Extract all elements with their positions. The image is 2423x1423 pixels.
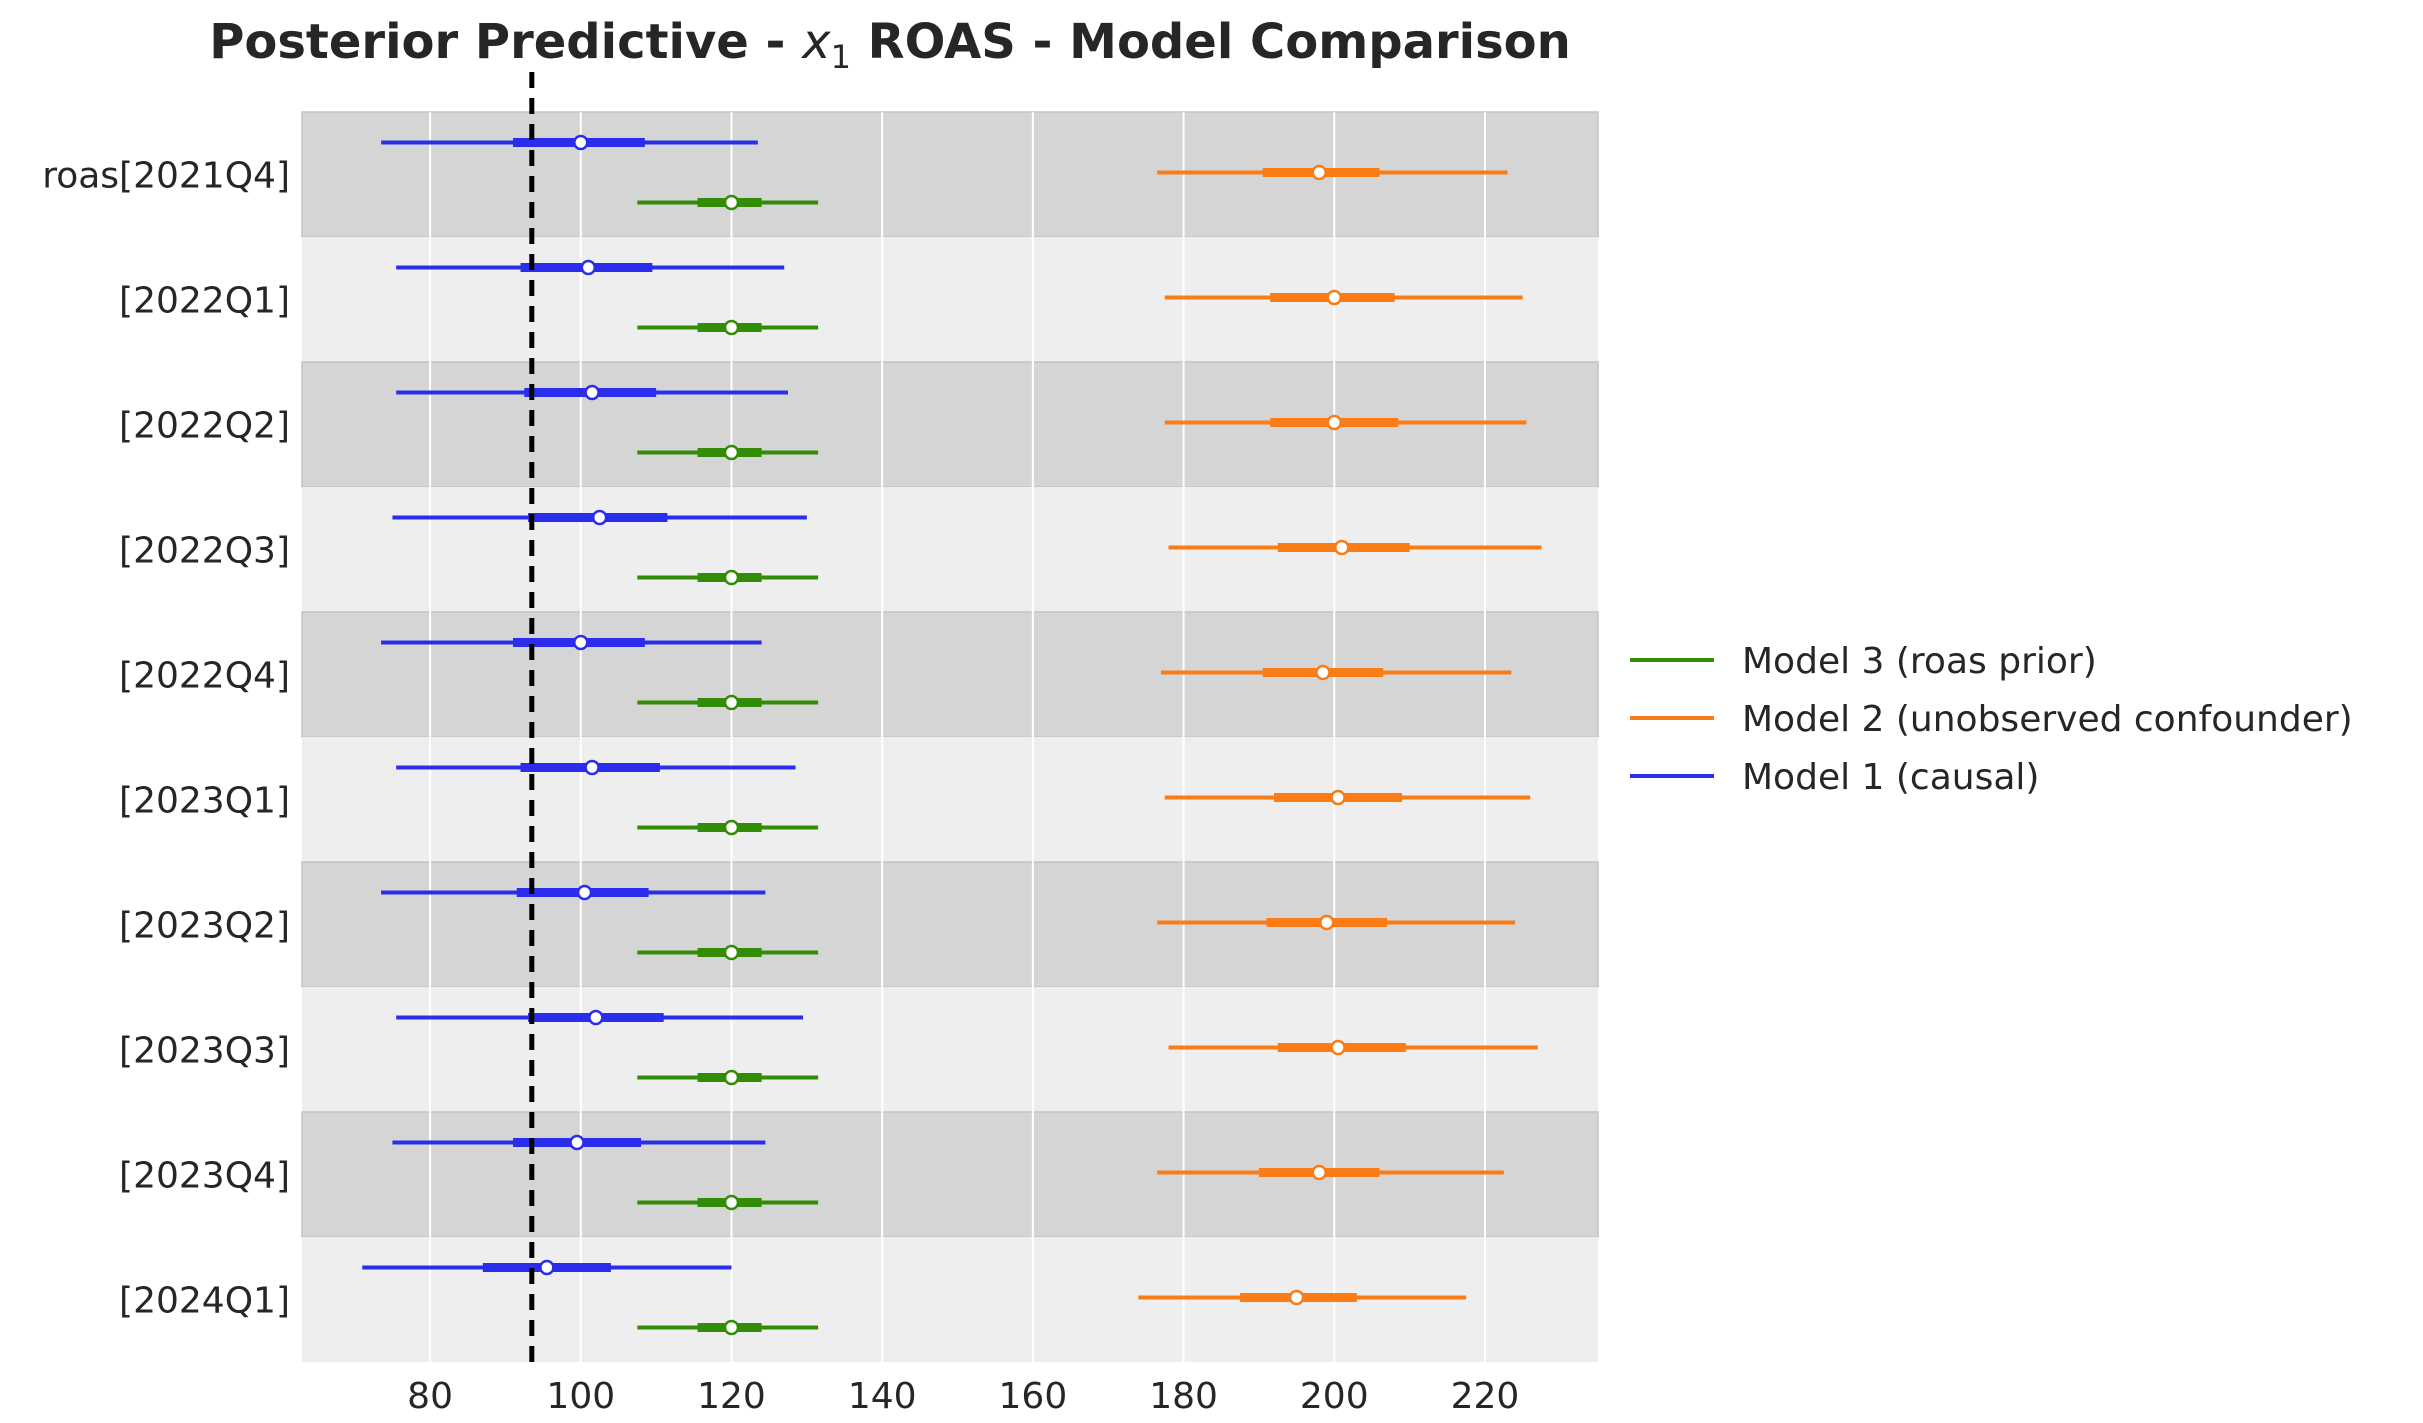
y-tick-label: [2022Q3]: [119, 531, 290, 572]
grid-lines: [429, 112, 1486, 1362]
y-tick-label: [2022Q4]: [119, 656, 290, 697]
x-tick-label: 80: [407, 1376, 453, 1417]
y-tick-labels: roas[2021Q4] [2022Q1] [2022Q2] [2022Q3] [202…: [42, 156, 290, 1322]
mean-point: [576, 884, 593, 901]
mean-point: [723, 194, 740, 211]
mean-point: [723, 1319, 740, 1336]
legend-label: Model 1 (causal): [1742, 757, 2039, 798]
mean-point: [573, 634, 589, 651]
mean-point: [723, 319, 740, 336]
mean-point: [1326, 289, 1343, 306]
legend: Model 3 (roas prior) Model 2 (unobserved …: [1630, 641, 2353, 798]
mean-point: [580, 259, 597, 276]
x-tick-label: 120: [697, 1376, 766, 1417]
interval-marks: [362, 134, 1542, 1336]
y-tick-label: [2023Q1]: [119, 781, 290, 822]
mean-point: [584, 384, 600, 401]
y-tick-label: [2022Q1]: [119, 281, 290, 322]
y-tick-label: [2023Q3]: [119, 1031, 290, 1072]
x-tick-label: 160: [999, 1376, 1068, 1417]
legend-item-model-1-causal: Model 1 (causal): [1630, 757, 2039, 798]
legend-item-model-2-unobserved-confounder: Model 2 (unobserved confounder): [1630, 699, 2353, 740]
series-model-2-unobserved-confounder: [1138, 164, 1542, 1306]
y-tick-label: [2023Q4]: [119, 1156, 290, 1197]
mean-point: [573, 134, 589, 151]
x-tick-label: 200: [1300, 1376, 1369, 1417]
series-model-3-roas-prior: [637, 194, 819, 1336]
mean-point: [584, 759, 600, 776]
mean-point: [723, 569, 740, 586]
mean-point: [723, 1069, 740, 1086]
x-tick-label: 140: [848, 1376, 917, 1417]
mean-point: [1330, 789, 1346, 806]
x-tick-label: 100: [546, 1376, 615, 1417]
mean-point: [723, 944, 740, 961]
y-tick-label: [2023Q2]: [119, 906, 290, 947]
mean-point: [1315, 664, 1331, 681]
mean-point: [1330, 1039, 1346, 1056]
mean-point: [1318, 914, 1335, 931]
mean-point: [1311, 164, 1327, 181]
mean-point: [723, 819, 740, 836]
legend-label: Model 3 (roas prior): [1742, 641, 2097, 682]
y-tick-label: roas[2021Q4]: [42, 156, 290, 197]
y-tick-label: [2022Q2]: [119, 406, 290, 447]
chart-title-prefix: Posterior Predictive -: [209, 14, 802, 70]
chart-title: Posterior Predictive - x1 ROAS - Model C…: [209, 14, 1571, 76]
chart-title-variable: x: [800, 14, 831, 70]
mean-point: [569, 1134, 585, 1151]
mean-point: [1311, 1164, 1327, 1181]
mean-point: [723, 1194, 740, 1211]
mean-point: [588, 1009, 604, 1026]
legend-label: Model 2 (unobserved confounder): [1742, 699, 2353, 740]
chart-title-subscript: 1: [831, 38, 851, 76]
mean-point: [539, 1259, 555, 1276]
x-tick-label: 180: [1149, 1376, 1218, 1417]
mean-point: [1288, 1289, 1305, 1306]
x-tick-label: 220: [1451, 1376, 1520, 1417]
series-model-1-causal: [362, 134, 807, 1276]
mean-point: [723, 694, 740, 711]
mean-point: [591, 509, 608, 526]
x-tick-labels: 80 100 120 140 160 180 200 220: [407, 1376, 1519, 1417]
mean-point: [723, 444, 740, 461]
mean-point: [1326, 414, 1343, 431]
mean-point: [1334, 539, 1350, 556]
legend-item-model-3-roas-prior: Model 3 (roas prior): [1630, 641, 2097, 682]
chart-title-suffix: ROAS - Model Comparison: [851, 14, 1571, 70]
y-tick-label: [2024Q1]: [119, 1281, 290, 1322]
